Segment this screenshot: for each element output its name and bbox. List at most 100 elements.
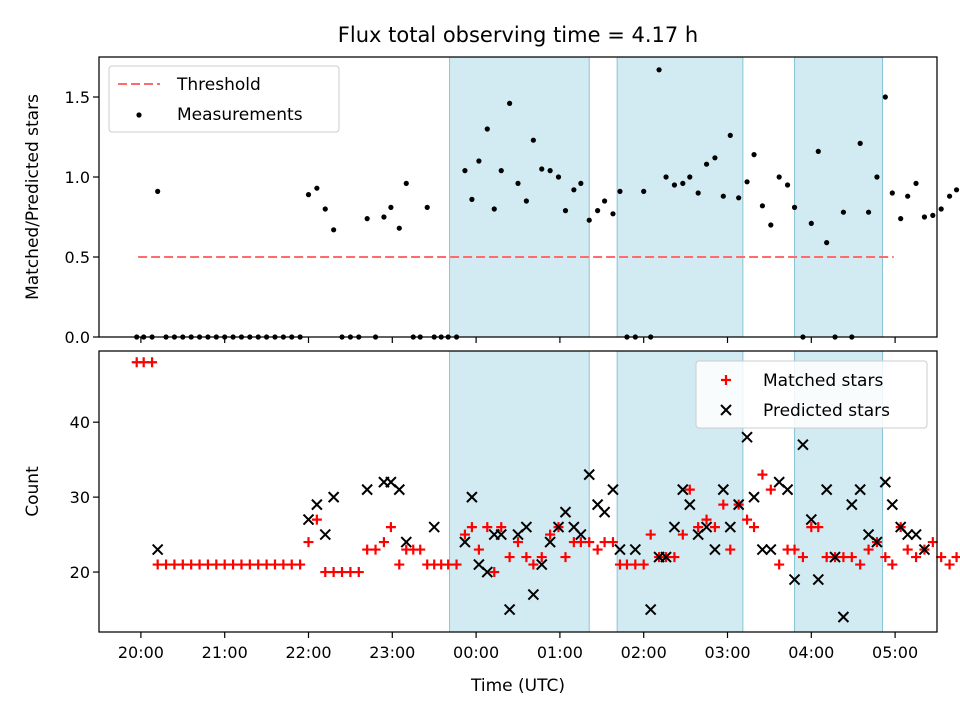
count-panel-legend: Matched stars Predicted stars: [695, 360, 928, 429]
predicted-star-point: [748, 491, 760, 503]
predicted-star-point: [428, 521, 440, 533]
count-panel-x-axis: 20:00 21:00 22:00 23:00 00:00 01:00 02:00 03:00…: [118, 632, 918, 662]
measurement-point: [784, 182, 791, 188]
y-tick-label: 30: [70, 488, 90, 507]
x-tick-label: 23:00: [369, 643, 415, 662]
measurement-point: [305, 192, 312, 198]
measurement-point: [865, 209, 872, 215]
matched-star-point: [944, 559, 955, 570]
predicted-star-point: [151, 543, 164, 556]
matched-star-point: [693, 522, 704, 533]
predicted-star-point: [732, 498, 745, 511]
measurement-point: [617, 188, 623, 194]
matched-star-point: [911, 552, 922, 563]
measurement-point: [595, 208, 601, 214]
legend-matched-swatch: [721, 375, 731, 385]
predicted-star-point: [781, 483, 794, 496]
measurement-point: [751, 152, 757, 158]
predicted-star-point: [559, 506, 572, 518]
ratio-panel: 0.0 0.5 1.0 1.5 Matched/Predicted stars Thr…: [23, 56, 960, 347]
measurement-point: [776, 174, 782, 180]
predicted-star-point: [871, 536, 883, 548]
matched-star-point: [855, 559, 866, 570]
predicted-star-point: [466, 491, 478, 503]
measurement-point: [381, 214, 387, 220]
predicted-star-point: [361, 483, 373, 496]
predicted-star-point: [319, 528, 331, 541]
matched-star-point: [630, 559, 641, 570]
measurement-point: [656, 67, 662, 73]
matched-star-point: [328, 567, 339, 578]
measurement-point: [491, 206, 497, 212]
matched-star-point: [345, 567, 356, 578]
matched-star-point: [887, 559, 898, 570]
matched-star-point: [821, 552, 832, 563]
matched-star-point: [545, 529, 556, 540]
measurement-point: [882, 94, 888, 100]
matched-star-point: [536, 552, 547, 563]
matched-star-point: [147, 357, 158, 368]
matched-star-point: [951, 552, 960, 563]
measurement-point: [601, 198, 608, 204]
matched-star-point: [219, 559, 230, 570]
matched-star-point: [138, 357, 149, 368]
predicted-star-point: [717, 483, 730, 496]
legend-box: [108, 65, 340, 133]
measurement-point: [687, 174, 693, 180]
matched-star-point: [451, 559, 462, 570]
measurement-point: [555, 174, 562, 180]
matched-star-point: [797, 552, 808, 563]
predicted-star-point: [910, 528, 922, 541]
predicted-star-point: [820, 483, 833, 496]
y-tick-label: 0.5: [65, 248, 90, 267]
matched-star-point: [645, 529, 656, 540]
matched-star-point: [504, 552, 515, 563]
x-tick-label: 21:00: [202, 643, 248, 662]
predicted-star-point: [677, 483, 689, 496]
matched-star-point: [757, 469, 768, 480]
observing-window: [794, 56, 884, 338]
predicted-star-point: [520, 521, 533, 533]
x-tick-label: 04:00: [788, 643, 834, 662]
measurement-point: [547, 168, 553, 174]
measurement-point: [498, 168, 504, 174]
x-axis-label: Time (UTC): [470, 676, 565, 696]
matched-star-point: [927, 537, 938, 548]
matched-star-point: [749, 522, 760, 533]
x-tick-label: 00:00: [453, 643, 499, 662]
predicted-star-point: [700, 521, 713, 533]
x-tick-label: 03:00: [704, 643, 750, 662]
predicted-star-point: [684, 498, 696, 511]
matched-star-point: [813, 522, 824, 533]
predicted-star-point: [527, 588, 540, 601]
predicted-star-point: [901, 528, 914, 541]
predicted-star-point: [812, 573, 824, 586]
count-panel-points: [131, 357, 960, 623]
measurement-point: [930, 212, 936, 218]
x-tick-label: 01:00: [537, 643, 583, 662]
matched-star-point: [838, 552, 849, 563]
predicted-star-point: [575, 528, 587, 541]
x-tick-label: 02:00: [621, 643, 667, 662]
measurement-point: [791, 204, 798, 210]
matched-star-point: [353, 567, 364, 578]
matched-star-point: [228, 559, 239, 570]
observing-window: [449, 350, 590, 633]
count-panel-y-axis: 20 30 40: [70, 413, 99, 582]
matched-star-point: [560, 552, 571, 563]
matched-star-point: [701, 514, 712, 525]
matched-star-point: [378, 537, 389, 548]
count-panel-frame: [98, 350, 938, 633]
predicted-star-point: [709, 543, 721, 556]
x-tick-label: 20:00: [118, 643, 164, 662]
predicted-star-point: [311, 498, 323, 511]
matched-star-point: [169, 559, 180, 570]
matched-star-point: [638, 559, 649, 570]
predicted-star-point: [756, 543, 769, 556]
predicted-star-point: [607, 483, 619, 496]
matched-star-point: [496, 522, 507, 533]
measurement-point: [578, 180, 584, 186]
ratio-panel-frame: [98, 56, 938, 338]
measurement-point: [938, 206, 944, 212]
x-tick-label: 05:00: [872, 643, 918, 662]
